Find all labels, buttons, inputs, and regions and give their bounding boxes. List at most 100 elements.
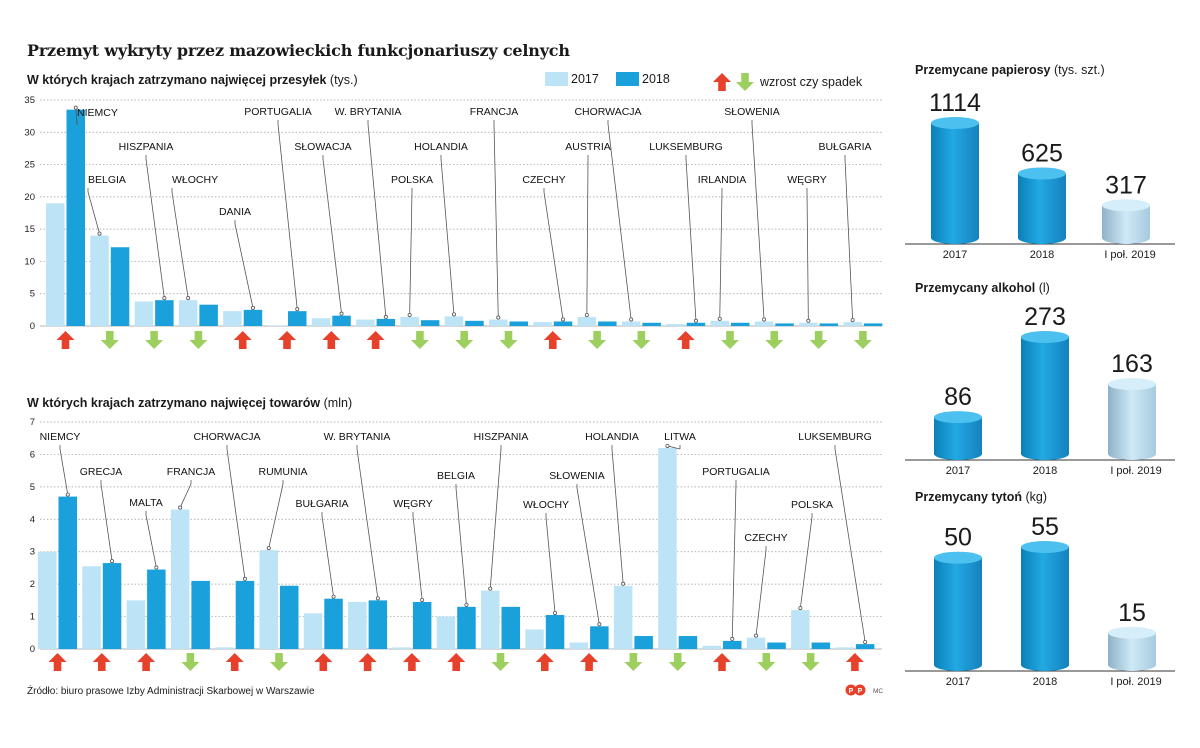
trend-up-arrow-icon (366, 331, 385, 349)
leader-line (179, 483, 192, 508)
parcels-chart-title: W których krajach zatrzymano najwięcej p… (27, 73, 358, 87)
trend-down-arrow-icon (100, 331, 119, 349)
country-label-rumunia: RUMUNIA (259, 466, 308, 478)
leader-dot (553, 610, 558, 615)
leader-dot (717, 316, 722, 321)
leader-line (100, 483, 113, 562)
bar-2018-holandia (634, 636, 653, 649)
country-label-luksemburg: LUKSEMBURG (798, 431, 872, 443)
bar-2018-luksemburg (855, 644, 875, 649)
bar-2017-polska (791, 610, 810, 649)
bar-2017-slowenia (569, 642, 589, 649)
y-tick-label: 30 (24, 127, 35, 138)
leader-line (834, 448, 866, 643)
bar-2017-wlochy (178, 300, 198, 326)
bar-2017-hiszpania (134, 301, 154, 326)
leader-line (576, 487, 600, 625)
bar-2017-bulgaria (303, 613, 323, 649)
trend-up-arrow-icon (233, 331, 252, 349)
leader-line (75, 107, 78, 126)
value-label-2018: 273 (1024, 303, 1066, 331)
goods-chart: 0 1 2 3 4 5 6 7 NIEMCY GRECJA MALTA FRANCJA CHORWACJ… (30, 417, 882, 671)
leader-line (489, 448, 502, 589)
value-label-2017: 50 (944, 524, 972, 552)
leader-dot (863, 640, 868, 645)
y-tick-label: 5 (30, 289, 35, 300)
leader-dot (665, 443, 670, 448)
tobacco-chart: 50 2017 55 2018 15 I poł. 2019 (905, 513, 1175, 688)
legend-trend: wzrost czy spadek (710, 72, 862, 92)
svg-text:P: P (849, 688, 854, 695)
leader-line (277, 123, 298, 310)
y-tick-label: 10 (24, 256, 35, 267)
category-label-i-pol-2019: I poł. 2019 (1110, 676, 1161, 688)
cylinder-body-2017 (934, 417, 982, 460)
trend-down-arrow-icon (809, 331, 828, 349)
bar-2018-malta (147, 569, 166, 649)
leader-line (321, 515, 334, 597)
legend-up-arrow-icon (713, 73, 731, 91)
bar-2017-chorwacja (621, 321, 641, 326)
bar-2017-luksemburg (835, 647, 854, 649)
leader-line (145, 158, 165, 299)
bar-2018-austria (598, 321, 617, 326)
parcels-chart: 0 5 10 15 20 25 30 35 NIEMCY BELGIA HISZPANIA WŁOCH… (24, 95, 883, 349)
country-label-holandia: HOLANDIA (414, 141, 468, 153)
legend-2018: 2018 (616, 72, 670, 86)
cylinder-body-2017 (934, 557, 982, 671)
bar-2017-czechy (746, 637, 766, 649)
leader-line (59, 448, 69, 495)
bar-2018-litwa (678, 636, 698, 649)
leader-dot (597, 622, 602, 627)
country-label-malta: MALTA (129, 497, 162, 509)
leader-dot (561, 317, 566, 322)
source-note: Źródło: biuro prasowe Izby Administracji… (27, 686, 315, 697)
bar-2018-chorwacja (235, 580, 255, 649)
leader-dot (178, 505, 183, 510)
leader-dot (464, 602, 469, 607)
leader-dot (383, 314, 388, 319)
cylinder-top-2018 (1021, 541, 1069, 553)
country-label-chorwacja: CHORWACJA (574, 106, 641, 118)
leader-line (751, 123, 765, 320)
value-label-2017: 1114 (929, 89, 981, 117)
bar-2018-polska (811, 642, 831, 649)
trend-up-arrow-icon (580, 653, 599, 671)
trend-up-arrow-icon (447, 653, 466, 671)
legend-trend-icons (713, 73, 754, 91)
leader-dot (162, 296, 167, 301)
y-tick-label: 35 (24, 95, 35, 106)
tobacco-title-text: Przemycany tytoń (915, 490, 1022, 504)
trend-down-arrow-icon (588, 331, 607, 349)
leader-line (87, 191, 100, 234)
leader-line (685, 158, 697, 321)
goods-chart-title: W których krajach zatrzymano najwięcej t… (27, 396, 352, 410)
bar-2017-luksemburg (666, 324, 685, 326)
country-label-slowacja: SŁOWACJA (294, 141, 351, 153)
leader-line (171, 191, 189, 299)
bar-2017-belgia (90, 235, 109, 326)
bar-2017-francja (489, 319, 508, 326)
bar-2017-litwa (658, 447, 677, 649)
leader-dot (621, 581, 626, 586)
trend-up-arrow-icon (676, 331, 695, 349)
trend-down-arrow-icon (765, 331, 784, 349)
trend-down-arrow-icon (491, 653, 510, 671)
country-label-belgia: BELGIA (88, 174, 126, 186)
cylinder-top-i-pol-2019 (1108, 626, 1156, 639)
country-label-polska: POLSKA (391, 174, 433, 186)
cigarettes-chart: 1114 2017 625 2018 317 I poł. 2019 (905, 89, 1175, 261)
leader-dot (339, 311, 344, 316)
trend-up-arrow-icon (358, 653, 377, 671)
cylinder-top-i-pol-2019 (1108, 378, 1156, 391)
cylinder-body-i-pol-2019 (1102, 205, 1150, 244)
leader-dot (850, 318, 855, 323)
cigarettes-unit: (tys. szt.) (1053, 63, 1105, 77)
leader-line (799, 516, 813, 609)
trend-down-arrow-icon (668, 653, 687, 671)
leader-line (755, 549, 767, 636)
cylinder-top-2018 (1021, 331, 1069, 343)
bar-2017-holandia (444, 316, 464, 326)
leader-line (543, 191, 564, 320)
bar-2017-chorwacja (215, 647, 234, 649)
